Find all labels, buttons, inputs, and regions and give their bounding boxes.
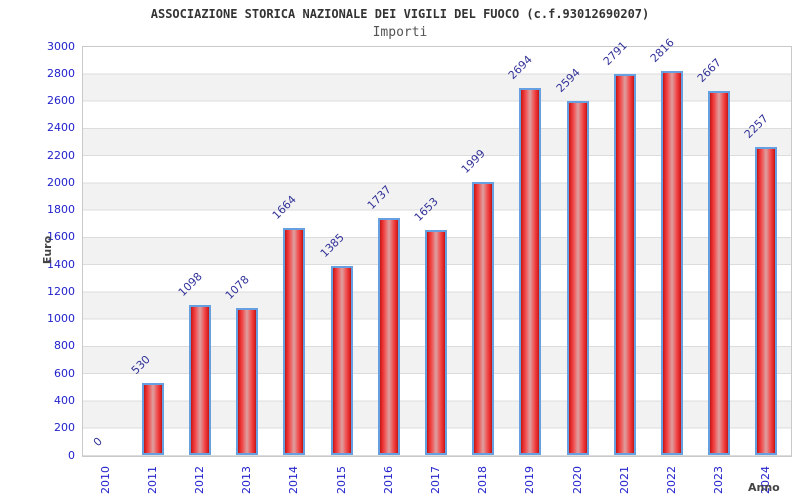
x-tick-label: 2020 — [570, 466, 584, 494]
x-tick-label: 2014 — [287, 466, 301, 494]
bar-2021 — [613, 74, 636, 455]
y-tick-label: 400 — [54, 393, 75, 407]
bar-2018 — [472, 182, 495, 455]
bar-2011 — [141, 383, 164, 455]
y-tick-label: 2000 — [47, 175, 75, 189]
x-tick-label: 2015 — [334, 466, 348, 494]
x-axis-title: Anno — [748, 481, 780, 494]
y-tick-label: 2200 — [47, 148, 75, 162]
bar-2023 — [708, 91, 731, 455]
bar-2024 — [755, 147, 778, 455]
bar-2022 — [661, 71, 683, 455]
bar-2019 — [519, 88, 542, 455]
bar-2017 — [425, 230, 447, 455]
y-tick-label: 1400 — [47, 257, 75, 271]
x-tick-label: 2021 — [617, 466, 631, 494]
y-tick-label: 1200 — [47, 284, 75, 298]
x-tick-label: 2013 — [240, 466, 254, 494]
y-tick-label: 2800 — [47, 66, 75, 80]
y-tick-label: 200 — [54, 421, 75, 435]
y-axis-title: Euro — [41, 235, 54, 265]
x-tick-label: 2019 — [523, 466, 537, 494]
x-tick-label: 2012 — [193, 466, 206, 494]
x-tick-label: 2018 — [476, 466, 490, 494]
y-tick-label: 2600 — [47, 94, 75, 108]
y-tick-label: 600 — [54, 366, 75, 380]
y-tick-label: 3000 — [47, 39, 75, 53]
x-tick-label: 2022 — [665, 466, 678, 494]
y-tick-label: 800 — [54, 339, 75, 353]
y-tick-label: 2400 — [47, 121, 75, 135]
x-tick-label: 2016 — [381, 466, 395, 494]
bar-2020 — [566, 101, 589, 455]
bar-2014 — [283, 228, 306, 455]
y-tick-label: 0 — [68, 448, 75, 462]
x-tick-label: 2023 — [712, 466, 726, 494]
x-tick-label: 2017 — [429, 466, 442, 494]
bar-2016 — [377, 218, 400, 455]
y-tick-label: 1000 — [47, 312, 75, 326]
bar-2015 — [330, 266, 353, 455]
bar-2013 — [236, 308, 259, 455]
chart-title: ASSOCIAZIONE STORICA NAZIONALE DEI VIGIL… — [150, 7, 650, 21]
chart-subtitle: Importi — [372, 25, 428, 40]
y-tick-label: 1800 — [47, 203, 75, 217]
bar-2012 — [189, 305, 211, 455]
x-tick-label: 2010 — [98, 466, 112, 494]
x-tick-label: 2011 — [145, 466, 159, 494]
y-tick-label: 1600 — [47, 230, 75, 244]
